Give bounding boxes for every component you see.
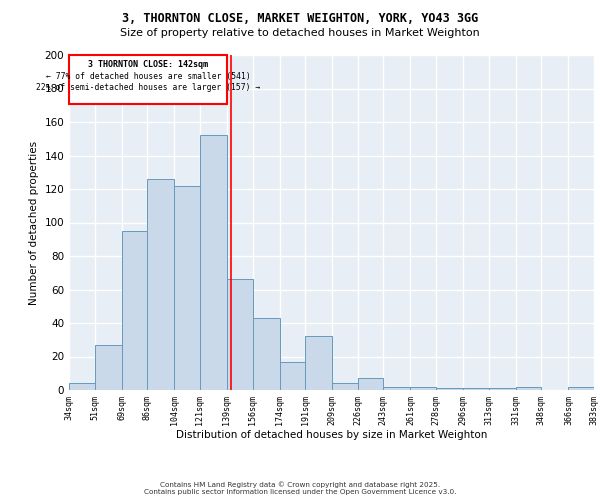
Bar bbox=[463, 388, 488, 390]
Bar bbox=[280, 362, 305, 390]
FancyBboxPatch shape bbox=[69, 55, 227, 104]
Y-axis label: Number of detached properties: Number of detached properties bbox=[29, 140, 39, 304]
Bar bbox=[358, 378, 383, 390]
Bar bbox=[175, 186, 200, 390]
Bar bbox=[200, 136, 227, 390]
Text: Contains HM Land Registry data © Crown copyright and database right 2025.
Contai: Contains HM Land Registry data © Crown c… bbox=[144, 482, 456, 495]
Text: ← 77% of detached houses are smaller (541): ← 77% of detached houses are smaller (54… bbox=[46, 72, 250, 80]
Bar bbox=[253, 318, 280, 390]
Bar bbox=[69, 384, 95, 390]
Bar bbox=[568, 386, 594, 390]
X-axis label: Distribution of detached houses by size in Market Weighton: Distribution of detached houses by size … bbox=[176, 430, 487, 440]
Bar bbox=[122, 231, 147, 390]
Bar bbox=[147, 179, 175, 390]
Text: 22% of semi-detached houses are larger (157) →: 22% of semi-detached houses are larger (… bbox=[36, 84, 260, 92]
Bar bbox=[332, 384, 358, 390]
Bar bbox=[436, 388, 463, 390]
Bar bbox=[305, 336, 332, 390]
Bar bbox=[410, 386, 436, 390]
Bar bbox=[227, 280, 253, 390]
Text: Size of property relative to detached houses in Market Weighton: Size of property relative to detached ho… bbox=[120, 28, 480, 38]
Bar bbox=[516, 386, 541, 390]
Bar bbox=[488, 388, 516, 390]
Text: 3 THORNTON CLOSE: 142sqm: 3 THORNTON CLOSE: 142sqm bbox=[88, 60, 208, 69]
Bar bbox=[95, 345, 122, 390]
Bar bbox=[383, 386, 410, 390]
Text: 3, THORNTON CLOSE, MARKET WEIGHTON, YORK, YO43 3GG: 3, THORNTON CLOSE, MARKET WEIGHTON, YORK… bbox=[122, 12, 478, 26]
